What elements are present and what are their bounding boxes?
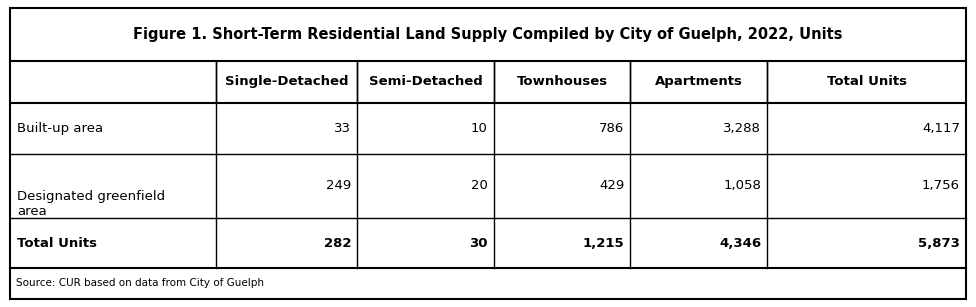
Text: 10: 10 — [470, 122, 488, 135]
Text: 30: 30 — [469, 236, 488, 250]
Text: Semi-Detached: Semi-Detached — [369, 76, 482, 88]
Text: 33: 33 — [334, 122, 351, 135]
Text: 1,756: 1,756 — [922, 180, 960, 192]
Text: 282: 282 — [323, 236, 351, 250]
Text: Single-Detached: Single-Detached — [224, 76, 348, 88]
Text: 429: 429 — [599, 180, 625, 192]
Text: 786: 786 — [599, 122, 625, 135]
Text: 5,873: 5,873 — [918, 236, 960, 250]
Text: Figure 1. Short-Term Residential Land Supply Compiled by City of Guelph, 2022, U: Figure 1. Short-Term Residential Land Su… — [134, 27, 842, 42]
Text: Built-up area: Built-up area — [17, 122, 103, 135]
Text: Designated greenfield
area: Designated greenfield area — [17, 190, 165, 218]
Text: Apartments: Apartments — [655, 76, 743, 88]
Text: 1,058: 1,058 — [723, 180, 761, 192]
Text: 3,288: 3,288 — [723, 122, 761, 135]
Text: 20: 20 — [470, 180, 488, 192]
Text: 4,346: 4,346 — [719, 236, 761, 250]
Text: Source: CUR based on data from City of Guelph: Source: CUR based on data from City of G… — [16, 278, 264, 288]
Text: 249: 249 — [326, 180, 351, 192]
Text: Townhouses: Townhouses — [516, 76, 608, 88]
Text: 1,215: 1,215 — [583, 236, 625, 250]
Text: Total Units: Total Units — [17, 236, 97, 250]
Text: Total Units: Total Units — [827, 76, 907, 88]
Text: 4,117: 4,117 — [922, 122, 960, 135]
